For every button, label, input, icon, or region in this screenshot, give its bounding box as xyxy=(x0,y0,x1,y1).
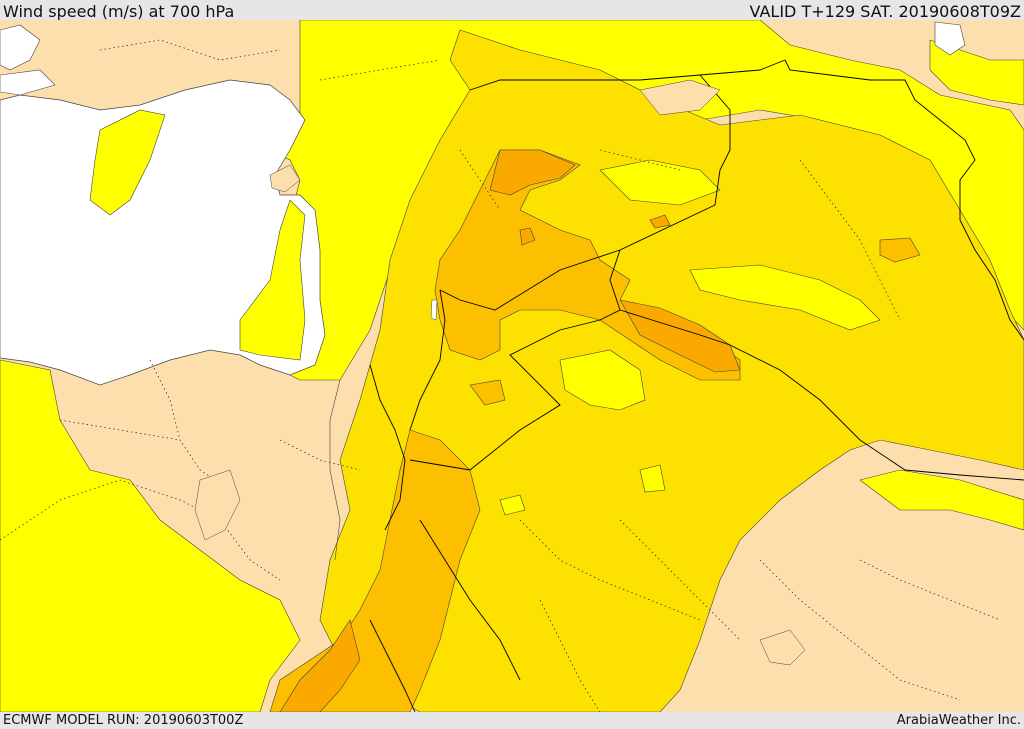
country-borders xyxy=(369,59,1024,712)
wind-band-3 xyxy=(269,149,921,712)
brand-credit: ArabiaWeather Inc. xyxy=(896,713,1021,728)
mediterranean-sea xyxy=(0,79,326,386)
model-run: ECMWF MODEL RUN: 20190603T00Z xyxy=(3,713,244,728)
footer-bar xyxy=(0,712,1024,729)
gulf-of-suez xyxy=(329,379,341,561)
wind-band-1-inner xyxy=(499,159,881,516)
caspian-sea xyxy=(934,21,966,56)
province-boundaries xyxy=(0,39,1001,712)
calm-patch-arabia xyxy=(194,79,806,666)
header-bar xyxy=(0,0,1024,20)
wind-speed-map xyxy=(0,20,1024,712)
sea-yellow-blob xyxy=(89,109,306,361)
valid-time: VALID T+129 SAT. 20190608T09Z xyxy=(749,2,1021,21)
wind-band-4 xyxy=(279,149,741,712)
aegean-sea xyxy=(0,24,56,96)
map-title: Wind speed (m/s) at 700 hPa xyxy=(3,2,235,21)
wind-band-1-north xyxy=(929,39,1024,106)
dead-sea xyxy=(430,299,438,321)
calm-patch-levant xyxy=(269,164,301,193)
